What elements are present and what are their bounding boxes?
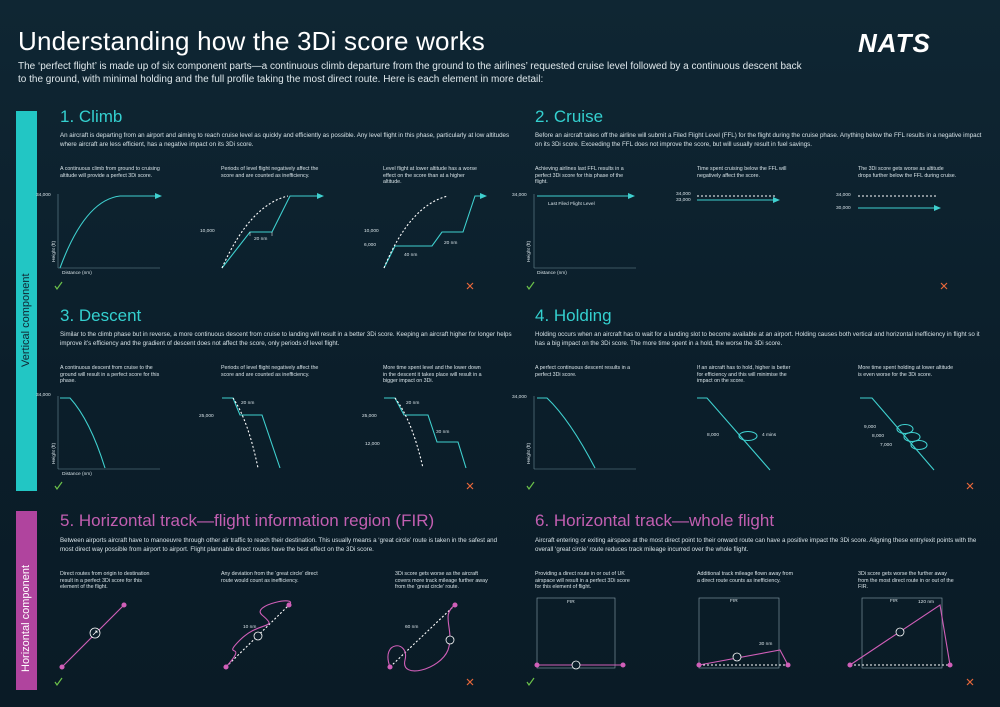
descent3-25000-label: 25,000 xyxy=(362,414,377,419)
cruise3-34000-label: 34,000 xyxy=(836,193,851,198)
climb1-distance-label: Distance (nm) xyxy=(62,271,92,276)
holding3-9000-label: 9,000 xyxy=(864,425,877,430)
descent2-20nm-label: 20 nm xyxy=(241,401,255,406)
descent-chart-1 xyxy=(57,396,160,470)
cruise1-34000-label: 34,000 xyxy=(512,193,527,198)
cruise-description: Before an aircraft takes off the airline… xyxy=(535,132,982,148)
holding-note-2: If an aircraft has to hold, higher is be… xyxy=(697,365,791,385)
descent-note-2: Periods of level flight negatively affec… xyxy=(221,365,319,378)
descent1-34000-label: 34,000 xyxy=(36,393,51,398)
intro-text: The ‘perfect flight’ is made up of six c… xyxy=(18,61,802,85)
cruise2-34000-label: 34,000 xyxy=(676,192,691,197)
fir-chart-2 xyxy=(223,600,292,670)
vertical-component-bar xyxy=(16,111,37,491)
whole-note-3: 3Di score gets worse the further away fr… xyxy=(858,571,954,591)
holding-note-1: A perfect continuous descent results in … xyxy=(535,365,631,378)
fir-note-2: Any deviation from the ‘great circle’ di… xyxy=(221,571,318,584)
climb-chart-3 xyxy=(383,193,487,269)
descent-chart-2 xyxy=(222,397,281,469)
fir-description: Between airports aircraft have to manoeu… xyxy=(60,537,498,553)
cruise1-ffl-label: Last Filed Flight Level xyxy=(548,202,595,207)
climb3-10000-label: 10,000 xyxy=(364,229,379,234)
cruise-title: 2. Cruise xyxy=(535,107,604,126)
climb3-6000-label: 6,000 xyxy=(364,243,377,248)
score-bar-descent xyxy=(54,481,474,491)
holding-title: 4. Holding xyxy=(535,306,612,325)
whole2-30nm-label: 30 nm xyxy=(759,642,773,647)
climb3-40nm-label: 40 nm xyxy=(404,253,418,258)
score-bar-whole xyxy=(526,677,974,687)
nats-logo: NATS xyxy=(858,28,931,58)
fir-note-1: Direct routes from origin to destination… xyxy=(60,571,150,591)
climb2-20nm-label: 20 nm xyxy=(254,237,268,242)
cruise-chart-1 xyxy=(533,193,636,269)
climb-note-1: A continuous climb from ground to cruisi… xyxy=(60,166,160,179)
descent2-25000-label: 25,000 xyxy=(199,414,214,419)
descent3-30nm-label: 30 nm xyxy=(436,430,450,435)
fir2-10nm-label: 10 nm xyxy=(243,625,257,630)
climb3-20nm-label: 20 nm xyxy=(444,241,458,246)
page-title: Understanding how the 3Di score works xyxy=(18,26,485,56)
climb-note-3: Level flight at lower altitude has a wor… xyxy=(383,166,477,186)
climb-description: An aircraft is departing from an airport… xyxy=(60,132,510,148)
fir3-60nm-label: 60 nm xyxy=(405,625,419,630)
climb-chart-2 xyxy=(221,193,324,269)
descent-note-3: More time spent level and the lower down… xyxy=(383,365,482,385)
whole-chart-2 xyxy=(696,597,791,669)
fir-chart-3 xyxy=(387,602,458,672)
holding1-34000-label: 34,000 xyxy=(512,395,527,400)
fir-chart-1 xyxy=(59,602,127,670)
fir-title: 5. Horizontal track—flight information r… xyxy=(60,511,435,530)
cruise-note-1: Achieving airlines last FFL results in a… xyxy=(535,166,624,186)
fir-note-3: 3Di score gets worse as the aircraft cov… xyxy=(395,571,488,591)
holding2-8000-label: 8,000 xyxy=(707,433,720,438)
cruise-chart-3 xyxy=(858,195,941,211)
whole2-fir-label: FIR xyxy=(730,599,738,604)
cruise-note-2: Time spent cruising below the FFL will n… xyxy=(697,166,787,179)
holding-chart-2 xyxy=(697,397,771,471)
holding3-8000-label: 8,000 xyxy=(872,434,885,439)
holding-chart-3 xyxy=(860,397,935,471)
whole-chart-3 xyxy=(847,597,953,669)
cruise3-30000-label: 30,000 xyxy=(836,206,851,211)
climb1-34000-label: 34,000 xyxy=(36,193,51,198)
score-bar-climb xyxy=(54,281,474,291)
score-bar-fir xyxy=(54,677,474,687)
descent-title: 3. Descent xyxy=(60,306,142,325)
whole-note-2: Additional track mileage flown away from… xyxy=(697,571,793,584)
horizontal-component-bar xyxy=(16,511,37,690)
holding-description: Holding occurs when an aircraft has to w… xyxy=(535,331,980,347)
climb-note-2: Periods of level flight negatively affec… xyxy=(221,166,319,179)
whole1-fir-label: FIR xyxy=(567,600,575,605)
whole-flight-title: 6. Horizontal track—whole flight xyxy=(535,511,775,530)
cruise2-33000-label: 33,000 xyxy=(676,198,691,203)
whole3-fir-label: FIR xyxy=(890,599,898,604)
descent-description: Similar to the climb phase but in revers… xyxy=(60,331,512,347)
cruise-chart-2 xyxy=(697,195,780,203)
whole-note-1: Providing a direct route in or out of UK… xyxy=(535,571,630,591)
descent1-distance-label: Distance (nm) xyxy=(62,472,92,477)
climb-title: 1. Climb xyxy=(60,107,123,126)
holding-note-3: More time spent holding at lower altitud… xyxy=(858,365,954,378)
climb2-10000-label: 10,000 xyxy=(200,229,215,234)
descent-note-1: A continuous descent from cruise to the … xyxy=(60,365,160,385)
whole-chart-1 xyxy=(534,597,626,670)
whole-flight-description: Aircraft entering or exiting airspace at… xyxy=(535,537,977,553)
holding3-7000-label: 7,000 xyxy=(880,443,893,448)
holding-chart-1 xyxy=(533,396,636,470)
score-bar-holding xyxy=(526,481,974,491)
holding2-4mins-label: 4 mins xyxy=(762,433,777,438)
descent-chart-3 xyxy=(384,397,467,469)
cruise1-distance-label: Distance (nm) xyxy=(537,271,567,276)
score-bar-cruise xyxy=(526,281,948,291)
climb-chart-1 xyxy=(57,193,162,269)
whole3-120nm-label: 120 nm xyxy=(918,600,934,605)
descent3-20nm-label: 20 nm xyxy=(406,401,420,406)
cruise-note-3: The 3Di score gets worse as altitude dro… xyxy=(858,166,957,179)
descent3-12000-label: 12,000 xyxy=(365,442,380,447)
